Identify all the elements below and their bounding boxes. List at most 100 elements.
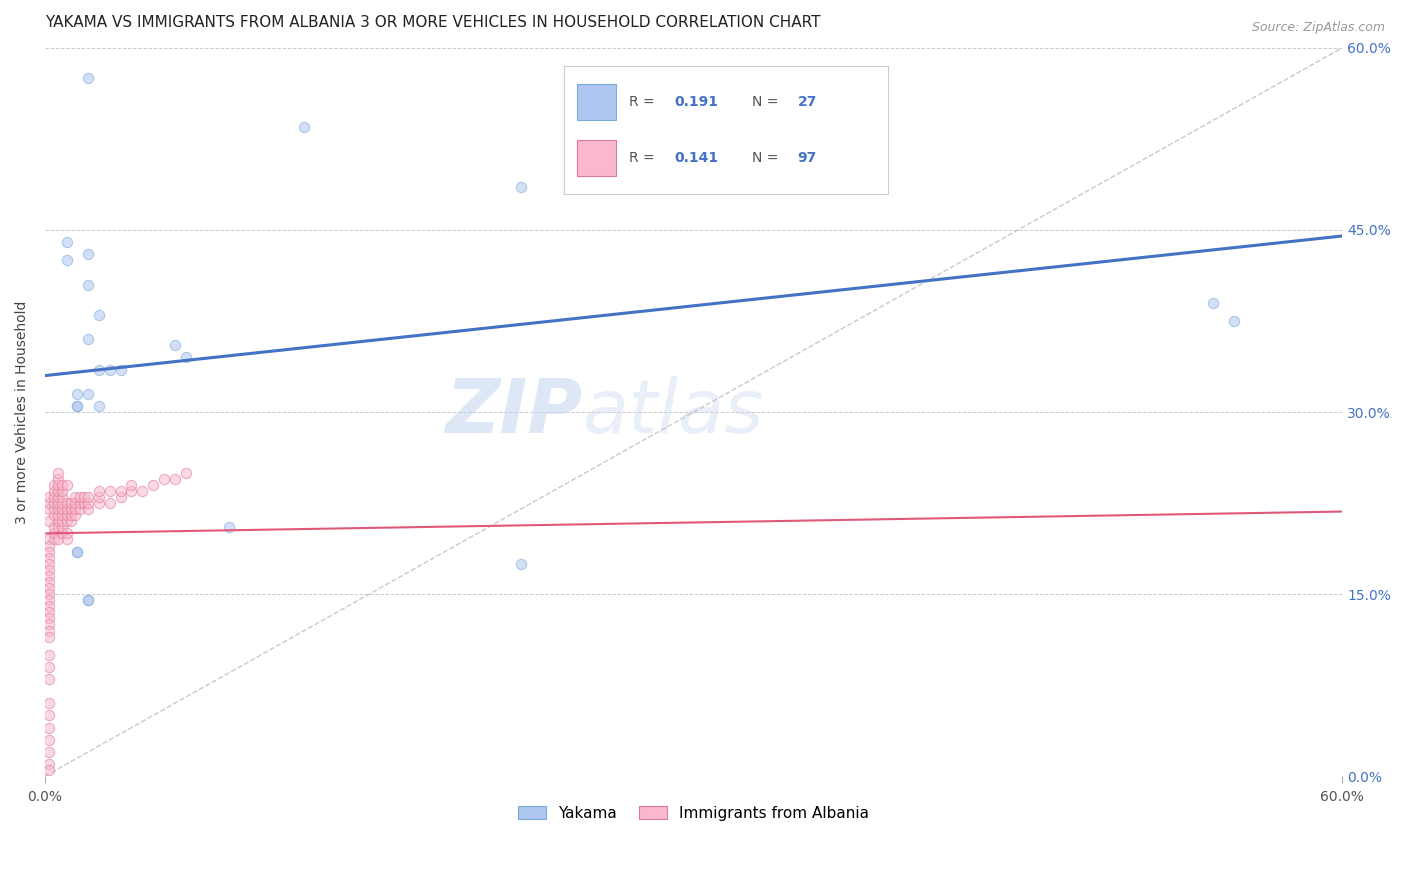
Point bbox=[38, 490, 60, 504]
Point bbox=[294, 120, 316, 134]
Point bbox=[87, 496, 110, 510]
Point bbox=[42, 533, 65, 547]
Point bbox=[77, 247, 100, 261]
Point bbox=[77, 593, 100, 607]
Point bbox=[87, 399, 110, 413]
Point bbox=[1201, 295, 1223, 310]
Point bbox=[65, 502, 87, 516]
Point bbox=[163, 338, 186, 352]
Point bbox=[46, 483, 69, 498]
Point bbox=[77, 71, 100, 86]
Point bbox=[42, 478, 65, 492]
Text: Source: ZipAtlas.com: Source: ZipAtlas.com bbox=[1251, 21, 1385, 34]
Point bbox=[59, 496, 82, 510]
Point bbox=[38, 648, 60, 662]
Point bbox=[38, 550, 60, 565]
Point bbox=[46, 490, 69, 504]
Point bbox=[38, 599, 60, 614]
Point bbox=[55, 235, 77, 249]
Point bbox=[69, 496, 91, 510]
Point bbox=[38, 617, 60, 632]
Point bbox=[77, 332, 100, 346]
Point bbox=[38, 502, 60, 516]
Point bbox=[38, 605, 60, 619]
Point bbox=[98, 483, 121, 498]
Point bbox=[38, 569, 60, 583]
Point bbox=[51, 520, 73, 534]
Point bbox=[77, 490, 100, 504]
Point bbox=[153, 472, 176, 486]
Point bbox=[66, 386, 89, 401]
Point bbox=[59, 508, 82, 523]
Point bbox=[46, 466, 69, 480]
Point bbox=[46, 520, 69, 534]
Point bbox=[66, 544, 89, 558]
Text: YAKAMA VS IMMIGRANTS FROM ALBANIA 3 OR MORE VEHICLES IN HOUSEHOLD CORRELATION CH: YAKAMA VS IMMIGRANTS FROM ALBANIA 3 OR M… bbox=[45, 15, 821, 30]
Point bbox=[38, 732, 60, 747]
Point bbox=[42, 483, 65, 498]
Point bbox=[38, 496, 60, 510]
Point bbox=[55, 253, 77, 268]
Point bbox=[51, 514, 73, 528]
Point bbox=[38, 581, 60, 595]
Point bbox=[142, 478, 165, 492]
Point bbox=[77, 386, 100, 401]
Point bbox=[55, 508, 77, 523]
Point bbox=[38, 533, 60, 547]
Point bbox=[42, 520, 65, 534]
Point bbox=[98, 496, 121, 510]
Point bbox=[163, 472, 186, 486]
Point bbox=[38, 721, 60, 735]
Point bbox=[509, 557, 531, 571]
Point bbox=[51, 483, 73, 498]
Point bbox=[46, 533, 69, 547]
Point bbox=[38, 593, 60, 607]
Point bbox=[46, 472, 69, 486]
Point bbox=[98, 362, 121, 376]
Point bbox=[69, 490, 91, 504]
Point bbox=[120, 478, 142, 492]
Point bbox=[46, 508, 69, 523]
Point bbox=[110, 490, 132, 504]
Point bbox=[38, 696, 60, 710]
Text: ZIP: ZIP bbox=[446, 376, 583, 449]
Text: atlas: atlas bbox=[583, 376, 765, 448]
Point bbox=[55, 502, 77, 516]
Point bbox=[55, 478, 77, 492]
Point bbox=[38, 630, 60, 644]
Point bbox=[1223, 314, 1246, 328]
Y-axis label: 3 or more Vehicles in Household: 3 or more Vehicles in Household bbox=[15, 301, 30, 524]
Point bbox=[46, 496, 69, 510]
Point bbox=[42, 502, 65, 516]
Point bbox=[59, 514, 82, 528]
Point bbox=[73, 496, 96, 510]
Point bbox=[38, 708, 60, 723]
Point bbox=[51, 496, 73, 510]
Point bbox=[110, 362, 132, 376]
Point bbox=[131, 483, 153, 498]
Point bbox=[55, 496, 77, 510]
Point bbox=[38, 544, 60, 558]
Point bbox=[42, 526, 65, 541]
Point bbox=[38, 574, 60, 589]
Point bbox=[38, 611, 60, 625]
Point bbox=[77, 496, 100, 510]
Point bbox=[55, 533, 77, 547]
Point bbox=[38, 757, 60, 772]
Point bbox=[51, 526, 73, 541]
Point bbox=[38, 660, 60, 674]
Point bbox=[38, 514, 60, 528]
Point bbox=[87, 308, 110, 322]
Point bbox=[87, 490, 110, 504]
Point bbox=[51, 508, 73, 523]
Point bbox=[42, 508, 65, 523]
Point bbox=[87, 362, 110, 376]
Point bbox=[87, 483, 110, 498]
Point bbox=[51, 478, 73, 492]
Point bbox=[174, 351, 197, 365]
Point bbox=[46, 502, 69, 516]
Point bbox=[66, 399, 89, 413]
Point bbox=[38, 563, 60, 577]
Point bbox=[51, 502, 73, 516]
Point bbox=[65, 490, 87, 504]
